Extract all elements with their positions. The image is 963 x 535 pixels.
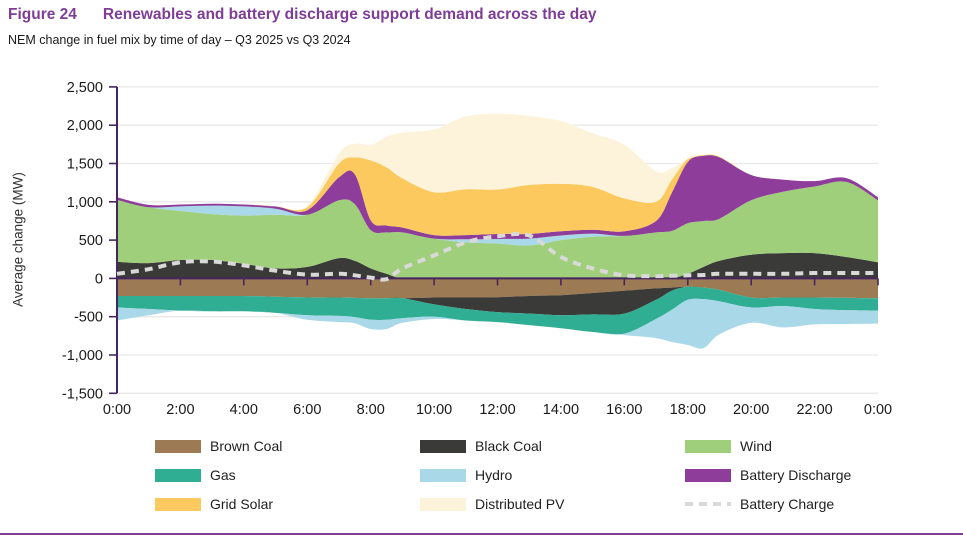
legend-color-swatch <box>155 468 201 482</box>
area-gas-neg <box>117 286 878 335</box>
x-tick-label: 16:00 <box>606 402 642 418</box>
x-tick-label: 12:00 <box>479 402 515 418</box>
area-hydro-pos <box>117 181 878 246</box>
legend-label: Black Coal <box>475 438 542 454</box>
area-grid-solar-pos <box>117 154 878 236</box>
legend-label: Grid Solar <box>210 496 274 512</box>
y-tick-label: 0 <box>95 271 103 287</box>
x-tick-label: 18:00 <box>670 402 706 418</box>
legend-item-hydro: Hydro <box>420 467 512 483</box>
legend-label: Brown Coal <box>210 438 283 454</box>
area-hydro-neg <box>117 298 878 349</box>
x-tick-label: 4:00 <box>230 402 258 418</box>
legend-color-swatch <box>685 439 731 453</box>
legend-color-swatch <box>420 468 466 482</box>
legend-label: Battery Charge <box>740 496 835 512</box>
y-tick-label: -1,500 <box>62 386 103 402</box>
legend-item-gas: Gas <box>155 467 236 483</box>
x-tick-label: 22:00 <box>796 402 832 418</box>
area-black-coal-neg <box>117 286 878 316</box>
legend-color-swatch <box>155 497 201 511</box>
x-tick-label: 14:00 <box>543 402 579 418</box>
legend-dash-swatch <box>685 502 731 506</box>
y-tick-label: 2,000 <box>67 118 103 134</box>
area-distributed-pv-pos <box>117 113 878 211</box>
legend-item-distributed-pv: Distributed PV <box>420 496 564 512</box>
y-tick-label: 500 <box>79 233 103 249</box>
legend-color-swatch <box>420 497 466 511</box>
x-tick-label: 6:00 <box>293 402 321 418</box>
chart-subtitle: NEM change in fuel mix by time of day – … <box>8 33 351 47</box>
legend-color-swatch <box>155 439 201 453</box>
y-tick-label: 1,000 <box>67 195 103 211</box>
legend-label: Gas <box>210 467 236 483</box>
legend-label: Hydro <box>475 467 513 483</box>
area-black-coal-pos <box>117 252 878 279</box>
x-tick-label: 0:00 <box>103 402 131 418</box>
y-tick-label: 2,500 <box>67 80 103 96</box>
legend-label: Wind <box>740 438 772 454</box>
legend-label: Battery Discharge <box>740 467 852 483</box>
header: Figure 24 Renewables and battery dischar… <box>8 6 597 24</box>
y-tick-label: -1,000 <box>62 348 103 364</box>
legend-color-swatch <box>420 439 466 453</box>
area-wind-pos <box>117 181 878 279</box>
legend-item-black-coal: Black Coal <box>420 438 542 454</box>
x-tick-label: 20:00 <box>733 402 769 418</box>
area-battery-discharge-pos <box>117 155 878 240</box>
x-tick-label: 8:00 <box>357 402 385 418</box>
battery-charge-line <box>116 231 878 282</box>
y-tick-label: -500 <box>74 310 103 326</box>
legend-item-battery-charge-line: Battery Charge <box>685 496 834 512</box>
bottom-divider <box>0 533 963 535</box>
y-tick-label: 1,500 <box>67 157 103 173</box>
x-tick-label: 0:00 <box>864 402 892 418</box>
legend-label: Distributed PV <box>475 496 565 512</box>
x-tick-label: 10:00 <box>416 402 452 418</box>
legend-item-battery-discharge: Battery Discharge <box>685 467 851 483</box>
legend-item-grid-solar: Grid Solar <box>155 496 273 512</box>
x-tick-label: 2:00 <box>166 402 194 418</box>
page-title: Renewables and battery discharge support… <box>102 6 597 23</box>
legend-color-swatch <box>685 468 731 482</box>
legend-item-wind: Wind <box>685 438 772 454</box>
figure-label: Figure 24 <box>8 6 77 23</box>
legend-item-brown-coal: Brown Coal <box>155 438 282 454</box>
